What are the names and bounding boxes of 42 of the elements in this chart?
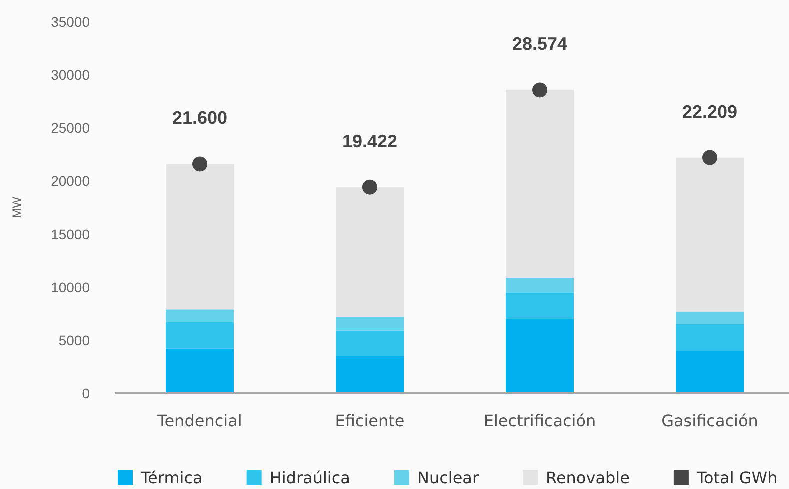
legend-label: Renovable — [546, 468, 630, 488]
y-tick-label: 30000 — [51, 67, 90, 84]
bar — [166, 348, 234, 394]
bar — [336, 188, 404, 318]
data-label: 22.209 — [682, 102, 738, 122]
point — [192, 156, 208, 172]
x-tick-label: Gasificación — [662, 412, 758, 430]
bar — [676, 351, 744, 394]
data-label: 21.600 — [172, 108, 228, 128]
bar — [676, 158, 744, 312]
point — [702, 150, 718, 166]
y-tick-label: 5000 — [58, 332, 90, 348]
y-tick-label: 25000 — [51, 120, 90, 136]
bar — [336, 330, 404, 356]
data-label: 19.422 — [342, 131, 398, 152]
y-tick-label: 0 — [82, 386, 90, 402]
bar — [676, 324, 744, 352]
bar — [166, 164, 234, 310]
legend-label: Hidraúlica — [270, 468, 350, 488]
legend-label: Nuclear — [417, 468, 480, 488]
point — [362, 180, 378, 195]
bar — [506, 90, 574, 278]
legend-label: Total GWh — [696, 468, 778, 488]
data-label: 28.574 — [512, 34, 568, 54]
bar — [506, 278, 574, 293]
x-tick-label: Eficiente — [335, 412, 405, 430]
bar — [676, 312, 744, 325]
y-tick-label: 20000 — [51, 173, 90, 190]
y-tick-label: 15000 — [51, 226, 90, 242]
bar — [336, 356, 404, 394]
legend-label: Térmica — [140, 468, 203, 488]
y-axis-title: MW — [10, 196, 24, 218]
y-tick-label: 35000 — [51, 14, 90, 30]
bar — [166, 310, 234, 322]
y-tick-label: 10000 — [51, 279, 90, 296]
x-tick-label: Tendencial — [156, 412, 242, 430]
x-tick-label: Electrificación — [484, 412, 596, 430]
bar — [336, 317, 404, 331]
bar — [166, 322, 234, 349]
bar — [506, 292, 574, 320]
bar — [506, 319, 574, 394]
point — [532, 82, 548, 98]
